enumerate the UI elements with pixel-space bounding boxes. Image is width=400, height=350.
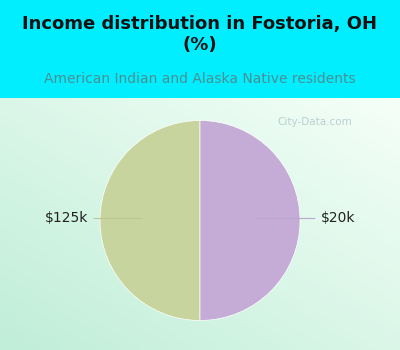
Wedge shape — [200, 120, 300, 321]
Text: $20k: $20k — [258, 211, 355, 225]
Wedge shape — [100, 120, 200, 321]
Text: American Indian and Alaska Native residents: American Indian and Alaska Native reside… — [44, 72, 356, 86]
Text: $125k: $125k — [45, 211, 142, 225]
Text: Income distribution in Fostoria, OH
(%): Income distribution in Fostoria, OH (%) — [22, 15, 378, 54]
Text: City-Data.com: City-Data.com — [278, 117, 352, 127]
